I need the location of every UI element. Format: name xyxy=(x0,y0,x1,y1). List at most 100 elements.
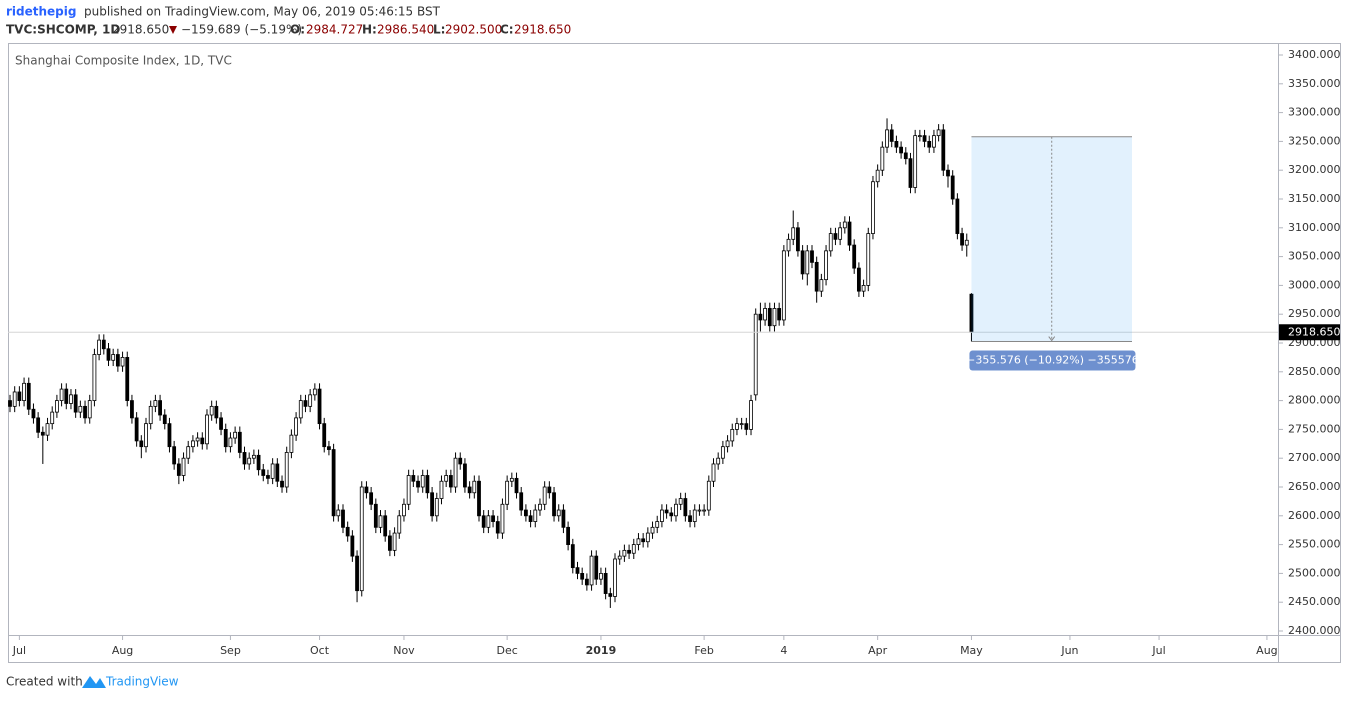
candle-body xyxy=(223,428,228,448)
candle-body xyxy=(941,129,946,171)
x-tick-label: Jul xyxy=(12,644,26,657)
brand[interactable]: TradingView xyxy=(105,675,179,689)
candle-body xyxy=(251,454,256,459)
candle-body xyxy=(589,555,594,586)
candle-body xyxy=(946,169,950,177)
candle-body xyxy=(528,515,533,522)
candle-body xyxy=(317,388,322,425)
candle-body xyxy=(36,417,41,433)
c-label: C: xyxy=(500,23,514,37)
candle-body xyxy=(697,509,702,512)
candle-body xyxy=(125,356,130,401)
candle-body xyxy=(627,549,631,554)
candle-body xyxy=(78,405,83,413)
candle-body xyxy=(130,400,134,419)
candle-body xyxy=(889,129,894,142)
candle-body xyxy=(148,405,153,425)
y-tick-label: 2700.000 xyxy=(1288,451,1341,464)
candle-body xyxy=(603,573,608,594)
candle-body xyxy=(852,244,857,269)
candle-body xyxy=(660,509,664,522)
candle-body xyxy=(777,308,782,321)
candle-body xyxy=(139,440,144,448)
candle-body xyxy=(237,431,242,453)
candle-body xyxy=(45,423,50,436)
candle-body xyxy=(120,356,125,367)
candle-body xyxy=(538,503,542,511)
candle-body xyxy=(599,573,603,580)
candle-body xyxy=(913,135,918,188)
candle-body xyxy=(678,498,683,505)
candle-body xyxy=(481,515,486,528)
candle-body xyxy=(861,284,866,292)
candle-body xyxy=(350,535,355,557)
candle-body xyxy=(875,169,880,183)
candle-body xyxy=(922,135,927,142)
candle-body xyxy=(176,463,181,476)
candle-body xyxy=(950,175,955,200)
candle-body xyxy=(144,423,148,448)
y-tick-label: 3000.000 xyxy=(1288,278,1341,291)
candle-body xyxy=(880,146,885,171)
candle-body xyxy=(908,158,913,188)
candle-body xyxy=(767,308,772,327)
frame xyxy=(8,43,1341,663)
candle-body xyxy=(814,261,819,292)
candle-body xyxy=(828,233,833,252)
candle-body xyxy=(275,463,280,482)
candle-body xyxy=(270,463,275,479)
candle-body xyxy=(524,509,528,517)
author[interactable]: ridethepig xyxy=(6,5,76,19)
candle-body xyxy=(308,394,313,407)
symbol: TVC:SHCOMP, 1D xyxy=(6,23,120,37)
candle-body xyxy=(955,198,960,234)
candle-body xyxy=(242,452,247,465)
candle-body xyxy=(932,135,936,148)
o-label: O: xyxy=(290,23,305,37)
candle-body xyxy=(716,457,721,465)
candle-body xyxy=(387,535,392,551)
created-with: Created with xyxy=(6,675,83,689)
candle-body xyxy=(730,428,735,442)
candle-body xyxy=(40,431,45,436)
candle-body xyxy=(547,486,552,494)
published: published on TradingView.com, May 06, 20… xyxy=(84,5,441,19)
x-tick-label: Aug xyxy=(112,644,133,657)
candle-body xyxy=(566,526,571,546)
last-price-box xyxy=(1279,324,1340,341)
x-tick-label: Nov xyxy=(393,644,415,657)
candle-body xyxy=(622,549,627,557)
candle-body xyxy=(280,480,284,488)
h-value: 2986.540 xyxy=(377,23,434,37)
y-tick-label: 3150.000 xyxy=(1288,192,1341,205)
candle-body xyxy=(406,475,411,505)
candle-body xyxy=(608,593,613,597)
candle-body xyxy=(434,498,439,517)
candle-body xyxy=(289,434,294,453)
candle-body xyxy=(781,250,786,321)
range-label: −355.576 (−10.92%) −355576 xyxy=(966,354,1139,367)
candle-body xyxy=(392,532,397,551)
candle-body xyxy=(181,457,186,476)
candle-body xyxy=(303,400,308,407)
candle-body xyxy=(373,503,378,528)
candle-body xyxy=(266,475,270,479)
candle-body xyxy=(219,417,223,430)
last: 2918.650 xyxy=(112,23,169,37)
candle-body xyxy=(552,492,556,517)
candle-body xyxy=(383,515,388,537)
c-value: 2918.650 xyxy=(514,23,571,37)
x-tick-label: Jun xyxy=(1060,644,1078,657)
candle-body xyxy=(378,515,383,528)
candle-body xyxy=(495,521,500,534)
candle-body xyxy=(153,400,158,407)
y-tick-label: 3100.000 xyxy=(1288,221,1341,234)
candle-body xyxy=(796,227,800,252)
candle-body xyxy=(87,400,92,419)
y-tick-label: 2550.000 xyxy=(1288,538,1341,551)
candle-body xyxy=(83,405,87,419)
range-box xyxy=(971,136,1132,342)
candle-body xyxy=(917,135,922,138)
candle-body xyxy=(92,354,97,401)
candle-body xyxy=(261,469,266,476)
